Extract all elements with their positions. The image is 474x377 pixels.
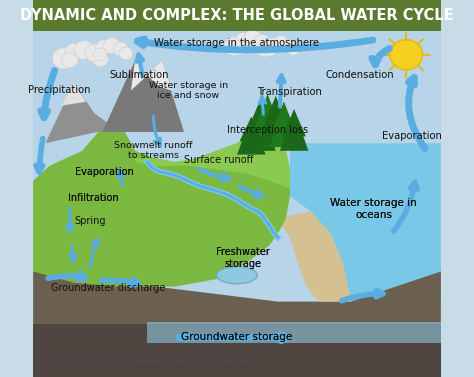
Circle shape [103, 38, 121, 54]
FancyArrowPatch shape [66, 208, 73, 231]
FancyArrowPatch shape [259, 97, 266, 114]
Polygon shape [33, 113, 290, 287]
FancyArrowPatch shape [137, 54, 143, 77]
Circle shape [266, 38, 280, 50]
Circle shape [85, 44, 104, 62]
Circle shape [282, 40, 295, 52]
Text: Sublimation: Sublimation [109, 70, 169, 80]
Text: Spring: Spring [74, 216, 106, 225]
FancyArrowPatch shape [154, 116, 161, 146]
Circle shape [119, 47, 133, 60]
Text: Groundwater discharge: Groundwater discharge [51, 284, 166, 293]
Text: Water storage in
ice and snow: Water storage in ice and snow [148, 81, 228, 100]
Polygon shape [62, 83, 86, 106]
Circle shape [257, 41, 274, 57]
Circle shape [93, 48, 107, 61]
FancyArrowPatch shape [239, 186, 263, 198]
Polygon shape [147, 322, 441, 343]
Polygon shape [262, 96, 289, 128]
Polygon shape [33, 271, 441, 377]
Polygon shape [278, 211, 351, 302]
Text: Infiltration: Infiltration [68, 193, 118, 203]
Polygon shape [259, 96, 292, 145]
Polygon shape [283, 109, 306, 136]
Text: © Copyright. University of Waikato. | www.sciencelearn.org.nz: © Copyright. University of Waikato. | ww… [41, 363, 260, 370]
Polygon shape [33, 324, 441, 377]
Text: Precipitation: Precipitation [28, 86, 91, 95]
FancyArrowPatch shape [41, 70, 55, 118]
FancyArrowPatch shape [278, 75, 284, 107]
Circle shape [273, 36, 289, 50]
Text: Water storage in
oceans: Water storage in oceans [330, 198, 417, 220]
Text: Groundwater storage: Groundwater storage [182, 333, 292, 342]
Circle shape [390, 40, 422, 70]
Polygon shape [280, 109, 309, 151]
Polygon shape [102, 60, 184, 132]
Circle shape [236, 32, 252, 48]
Circle shape [85, 46, 103, 62]
Text: Evaporation: Evaporation [75, 167, 134, 176]
Circle shape [74, 41, 94, 60]
Ellipse shape [217, 267, 257, 284]
Polygon shape [272, 102, 296, 131]
Circle shape [92, 52, 109, 67]
Polygon shape [251, 94, 284, 147]
Circle shape [96, 40, 111, 54]
Polygon shape [131, 60, 172, 90]
FancyArrowPatch shape [179, 334, 288, 341]
Text: Freshwater
storage: Freshwater storage [216, 247, 270, 269]
Text: DYNAMIC AND COMPLEX: THE GLOBAL WATER CYCLE: DYNAMIC AND COMPLEX: THE GLOBAL WATER CY… [20, 8, 454, 23]
Polygon shape [46, 83, 115, 143]
Circle shape [264, 45, 276, 56]
Text: Transpiration: Transpiration [257, 87, 322, 97]
FancyArrowPatch shape [393, 182, 417, 231]
FancyBboxPatch shape [33, 0, 441, 31]
FancyBboxPatch shape [33, 354, 441, 377]
FancyBboxPatch shape [33, 31, 441, 377]
Circle shape [224, 37, 245, 55]
FancyArrowPatch shape [36, 138, 43, 172]
Polygon shape [237, 117, 265, 155]
Text: Water storage in
oceans: Water storage in oceans [330, 198, 417, 220]
Text: Condensation: Condensation [325, 70, 393, 80]
Text: Surface runoff: Surface runoff [184, 155, 253, 165]
FancyArrowPatch shape [70, 246, 76, 262]
FancyArrowPatch shape [199, 169, 229, 181]
FancyArrowPatch shape [91, 239, 98, 267]
Circle shape [62, 53, 78, 68]
Circle shape [260, 40, 275, 54]
Text: Interception loss: Interception loss [227, 125, 308, 135]
Polygon shape [254, 94, 281, 129]
Text: Water storage in the atmosphere: Water storage in the atmosphere [155, 38, 319, 48]
Text: Groundwater storage: Groundwater storage [182, 333, 292, 342]
Polygon shape [135, 121, 290, 188]
Circle shape [254, 34, 270, 49]
Text: Snowmelt runoff
to streams: Snowmelt runoff to streams [114, 141, 192, 161]
Circle shape [65, 43, 83, 60]
Polygon shape [243, 102, 276, 151]
FancyArrowPatch shape [372, 48, 390, 65]
FancyArrowPatch shape [48, 273, 86, 279]
Circle shape [233, 41, 247, 54]
Circle shape [52, 48, 75, 69]
Text: Evaporation: Evaporation [75, 167, 134, 176]
FancyArrowPatch shape [118, 170, 124, 186]
Polygon shape [246, 102, 273, 134]
Polygon shape [270, 102, 298, 147]
FancyArrowPatch shape [342, 290, 383, 301]
Text: Infiltration: Infiltration [68, 193, 118, 203]
Text: Evaporation: Evaporation [383, 131, 442, 141]
Circle shape [287, 44, 299, 55]
Polygon shape [290, 143, 441, 302]
Circle shape [244, 30, 262, 47]
FancyArrowPatch shape [137, 39, 373, 50]
FancyArrowPatch shape [409, 78, 425, 149]
Circle shape [113, 42, 128, 56]
FancyArrowPatch shape [101, 279, 139, 285]
Text: Freshwater
storage: Freshwater storage [216, 247, 270, 269]
Polygon shape [239, 117, 263, 141]
